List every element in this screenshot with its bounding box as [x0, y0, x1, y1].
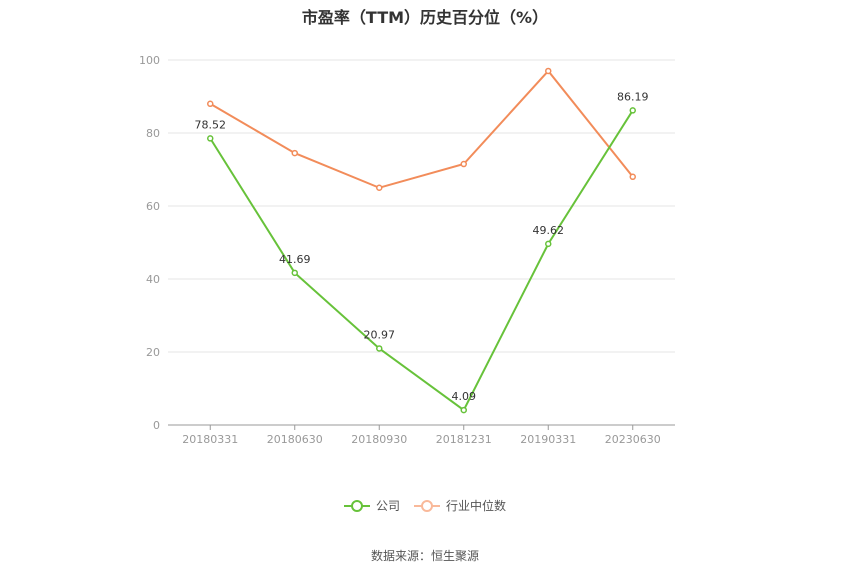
x-tick-label: 20180630	[267, 433, 323, 446]
data-label: 86.19	[617, 90, 649, 103]
x-tick-label: 20190331	[520, 433, 576, 446]
y-tick-label: 60	[146, 200, 160, 213]
x-tick-label: 20180331	[182, 433, 238, 446]
data-point-s1	[207, 100, 214, 108]
legend-item-industry-median[interactable]: 行业中位数	[414, 497, 506, 514]
data-label: 78.52	[195, 118, 227, 131]
legend-item-company[interactable]: 公司	[343, 497, 400, 514]
data-point-s0	[376, 345, 383, 352]
data-point-s1	[291, 149, 298, 157]
data-point-s0	[460, 406, 467, 414]
data-source: 数据来源：恒生聚源	[370, 549, 479, 563]
data-point-s1	[545, 67, 552, 75]
data-point-s1	[460, 160, 467, 168]
legend-symbol-company	[343, 499, 370, 512]
data-point-s0	[291, 269, 298, 277]
x-tick-label: 20230630	[605, 433, 661, 446]
x-tick-label: 20180930	[351, 433, 407, 446]
x-tick-label: 20181231	[436, 433, 492, 446]
y-tick-label: 100	[139, 54, 160, 67]
data-point-s0	[207, 135, 214, 142]
legend: 公司 行业中位数	[0, 497, 850, 514]
data-point-s1	[376, 184, 383, 191]
y-tick-label: 40	[146, 273, 160, 286]
series-line-0	[209, 109, 634, 412]
data-label: 49.62	[533, 224, 565, 237]
data-label: 41.69	[279, 253, 311, 266]
data-label: 4.09	[452, 390, 477, 403]
y-tick-label: 80	[146, 127, 160, 140]
y-tick-label: 0	[153, 419, 160, 432]
data-label: 20.97	[364, 328, 396, 341]
data-point-s1	[629, 173, 636, 181]
y-tick-label: 20	[146, 346, 160, 359]
legend-symbol-industry-median	[414, 499, 440, 512]
series-line-1	[209, 69, 634, 189]
legend-label-company: 公司	[375, 499, 400, 513]
legend-label-industry-median: 行业中位数	[446, 499, 507, 513]
data-point-s0	[545, 240, 552, 248]
chart-title: 市盈率（TTM）历史百分位（%）	[301, 8, 549, 27]
data-point-s0	[629, 107, 636, 114]
